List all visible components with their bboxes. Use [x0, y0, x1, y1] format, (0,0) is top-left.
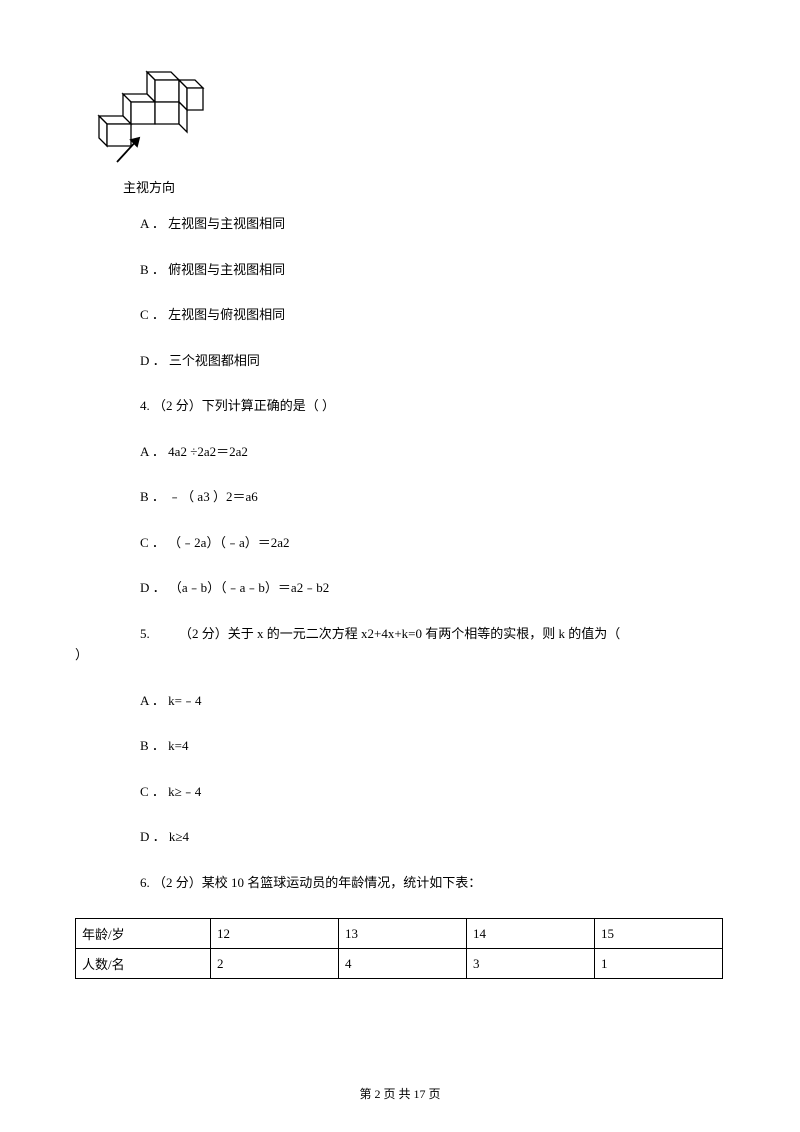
q5-option-a: A ． k=﹣4: [140, 691, 725, 711]
count-cell: 3: [467, 949, 595, 979]
q5-stem-body: （2 分）关于 x 的一元二次方程 x2+4x+k=0 有两个相等的实根，则 k…: [179, 626, 620, 641]
q4-option-a: A ． 4a2 ÷2a2＝2a2: [140, 442, 725, 462]
option-a: A ． 左视图与主视图相同: [140, 214, 725, 234]
table-row: 年龄/岁 12 13 14 15: [76, 919, 723, 949]
age-row-label: 年龄/岁: [76, 919, 211, 949]
option-c: C ． 左视图与俯视图相同: [140, 305, 725, 325]
q5-stem-close: ）: [75, 645, 725, 665]
cubes-svg: [95, 70, 225, 165]
option-d: D ． 三个视图都相同: [140, 351, 725, 371]
table-row: 人数/名 2 4 3 1: [76, 949, 723, 979]
count-cell: 1: [595, 949, 723, 979]
q5-option-c: C ． k≥﹣4: [140, 782, 725, 802]
option-b: B ． 俯视图与主视图相同: [140, 260, 725, 280]
q4-option-d: D ． （a﹣b）（﹣a﹣b）＝a2﹣b2: [140, 578, 725, 598]
age-cell: 14: [467, 919, 595, 949]
q6-stem: 6. （2 分）某校 10 名篮球运动员的年龄情况，统计如下表：: [140, 873, 725, 893]
q4-stem: 4. （2 分）下列计算正确的是（ ）: [140, 396, 725, 416]
count-cell: 4: [339, 949, 467, 979]
q4-option-b: B ． ﹣（ a3 ）2＝a6: [140, 487, 725, 507]
cube-figure: [95, 70, 725, 169]
page-footer: 第 2 页 共 17 页: [0, 1085, 800, 1102]
count-cell: 2: [211, 949, 339, 979]
view-direction-label: 主视方向: [123, 177, 725, 196]
age-cell: 13: [339, 919, 467, 949]
age-table: 年龄/岁 12 13 14 15 人数/名 2 4 3 1: [75, 918, 723, 979]
count-row-label: 人数/名: [76, 949, 211, 979]
q4-option-c: C ． （﹣2a）（﹣a）＝2a2: [140, 533, 725, 553]
age-cell: 12: [211, 919, 339, 949]
age-cell: 15: [595, 919, 723, 949]
q5-stem-num: 5.: [140, 626, 153, 641]
q5-option-d: D ． k≥4: [140, 827, 725, 847]
q5-stem: 5. （2 分）关于 x 的一元二次方程 x2+4x+k=0 有两个相等的实根，…: [140, 624, 725, 644]
q5-option-b: B ． k=4: [140, 736, 725, 756]
